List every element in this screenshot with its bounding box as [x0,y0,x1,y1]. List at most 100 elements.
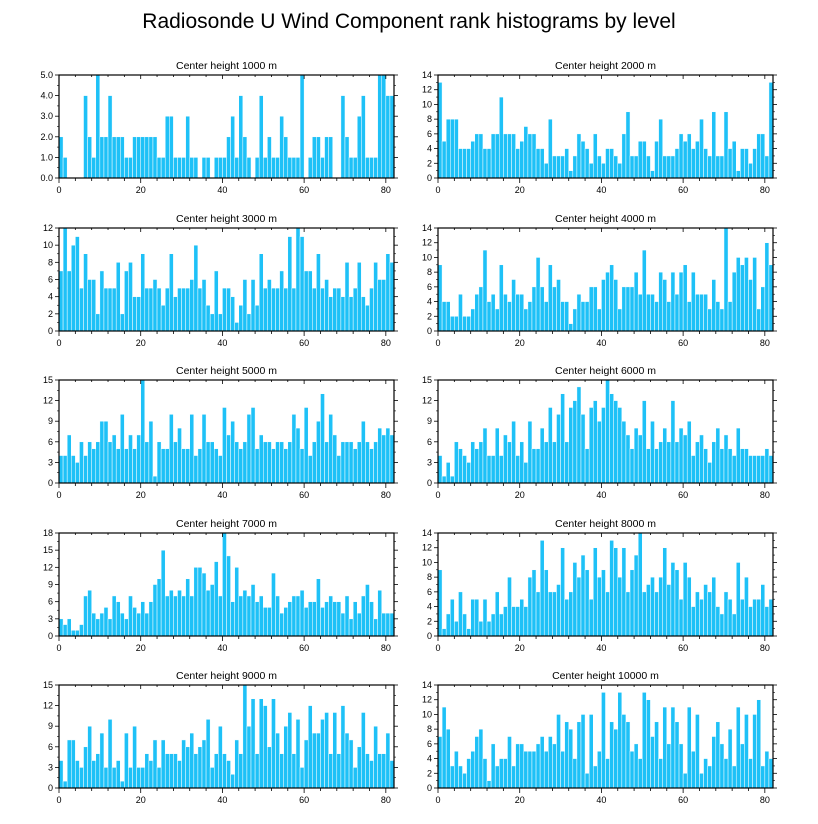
bar [356,441,362,484]
x-tick-label: 0 [56,338,61,348]
bar [539,540,545,637]
bar [584,148,590,179]
bar [556,279,561,332]
bar [381,279,387,332]
bar [584,569,590,637]
bar [124,157,129,179]
bar [144,612,150,637]
bar [336,753,342,789]
bar [299,236,305,332]
bar [263,441,268,484]
bar [548,591,553,637]
bar [707,765,712,789]
bar [764,242,770,332]
bar [548,118,553,179]
bar [75,630,80,637]
bar [454,750,459,789]
bar [385,95,391,179]
bar [263,287,268,332]
bar [658,576,663,637]
bar [494,427,500,484]
bar [136,434,141,484]
x-tick-label: 20 [515,490,525,500]
bar [312,136,317,179]
y-tick-label: 3.0 [40,111,53,121]
y-tick-label: 18 [43,528,53,538]
bar [185,448,190,484]
bar [674,293,680,332]
bar [621,133,627,179]
y-tick-label: 2 [48,309,53,319]
bar [348,739,354,789]
bar [674,148,680,179]
bar [601,569,606,637]
bar [291,595,297,637]
bar [299,767,305,789]
bar [511,765,516,789]
bar [242,279,248,332]
bar [527,133,533,179]
bar [572,562,578,637]
bar [238,595,244,637]
bar [768,598,774,637]
bar [136,767,141,789]
bar [633,554,639,637]
bar [230,420,235,484]
bar [75,760,80,789]
bar [254,157,260,179]
bar [519,441,525,484]
bar [218,455,223,484]
bar [735,706,741,789]
bar [287,441,293,484]
bar [218,595,223,637]
bar [291,287,297,332]
bar [152,475,158,484]
y-tick-label: 1.0 [40,152,53,162]
bar [287,712,293,789]
bar [250,407,256,484]
bar [230,601,235,637]
bar [62,455,68,484]
bar [515,455,520,484]
bar [344,262,350,332]
bar [560,301,565,332]
bar [213,561,219,637]
y-tick-label: 12 [422,238,432,248]
bar [275,157,280,179]
bar [568,170,574,179]
x-tick-label: 20 [515,795,525,805]
bar [324,279,329,332]
bar [609,721,614,789]
bar [478,728,484,789]
bar [365,305,370,332]
bar [748,455,753,484]
x-tick-label: 80 [381,795,391,805]
bar [238,305,244,332]
y-tick-label: 0 [427,631,432,641]
bar [654,140,659,179]
bar [103,420,109,484]
bar [731,455,737,484]
bar [576,133,582,179]
bar [707,308,712,332]
bar [295,157,301,179]
x-tick-label: 0 [56,490,61,500]
bar [107,618,113,637]
bar [662,155,668,179]
bar [740,264,745,332]
x-tick-label: 20 [136,643,146,653]
bar [164,595,170,637]
bar [189,414,195,484]
bar [111,434,117,484]
bar [295,719,301,789]
bar [234,739,240,789]
bar [458,591,463,637]
bar [385,427,391,484]
panel-5: Center height 5000 m 0 20 40 60 80 0 3 6 9 12 15 [43,365,398,500]
bar [756,308,761,332]
bar [148,601,154,637]
y-tick-label: 12 [43,562,53,572]
bar [605,148,610,179]
bar [613,279,619,332]
bar [124,270,129,332]
